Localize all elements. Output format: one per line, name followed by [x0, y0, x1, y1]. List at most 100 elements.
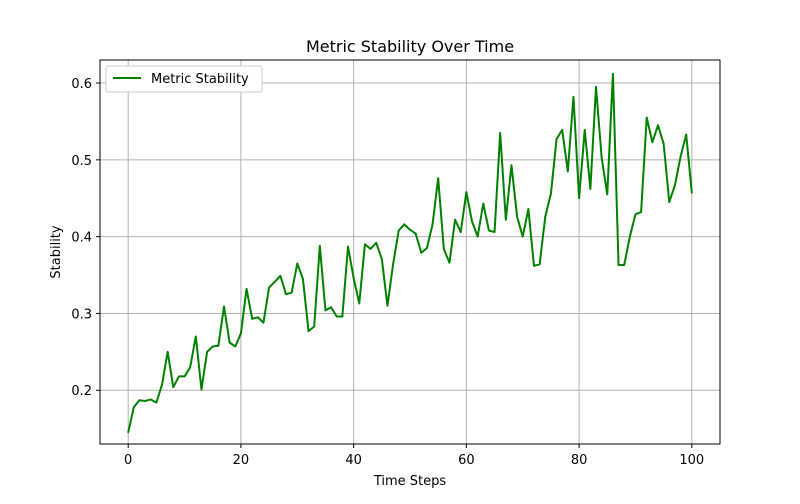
data-point [499, 132, 501, 134]
data-point [448, 261, 451, 264]
data-point [155, 401, 158, 404]
data-point [240, 332, 242, 335]
data-point [245, 288, 248, 290]
y-tick-label: 0.2 [71, 384, 92, 399]
data-point [674, 184, 676, 186]
data-point [640, 211, 642, 213]
data-point [397, 229, 400, 232]
data-point [172, 386, 175, 388]
data-point [324, 309, 327, 312]
data-point [685, 133, 687, 136]
data-point [459, 231, 462, 233]
data-point [352, 277, 355, 279]
data-point [369, 248, 372, 250]
axis-ticks: 0 20 40 60 80 100 0.2 0.3 0.4 0.5 0.6 [71, 77, 704, 468]
data-point [273, 281, 276, 283]
data-point [228, 341, 231, 344]
data-point [476, 235, 479, 238]
data-point [662, 142, 665, 145]
data-point [550, 192, 552, 195]
data-point [211, 345, 214, 348]
data-point [657, 124, 659, 127]
data-point [561, 129, 563, 131]
data-point [465, 191, 468, 193]
data-point [482, 202, 485, 205]
data-point [521, 235, 524, 238]
data-point [161, 384, 163, 386]
data-point [668, 201, 671, 203]
data-point [589, 188, 592, 190]
data-point [471, 220, 473, 223]
data-point [335, 315, 338, 318]
chart-title: Metric Stability Over Time [306, 37, 514, 56]
data-point [544, 215, 547, 218]
data-point [617, 264, 620, 266]
data-point [268, 286, 270, 289]
x-tick-label: 100 [679, 453, 704, 468]
data-point [691, 192, 693, 194]
data-point [443, 248, 445, 250]
plot-frame [99, 59, 721, 445]
data-point [505, 218, 507, 221]
data-point [375, 241, 377, 244]
data-point [262, 321, 265, 324]
y-tick-label: 0.4 [71, 231, 92, 246]
data-point [279, 275, 282, 277]
data-point [296, 262, 299, 265]
data-point [629, 235, 631, 238]
data-point [612, 73, 614, 75]
data-point [651, 141, 654, 143]
data-point [420, 251, 423, 254]
data-point [364, 243, 366, 246]
data-point [600, 156, 603, 159]
data-point [488, 229, 490, 232]
data-point [319, 245, 321, 247]
x-tick-label: 20 [233, 453, 250, 468]
y-axis-label: Stability [49, 225, 64, 279]
data-point [386, 304, 389, 307]
data-point [634, 213, 637, 216]
data-point [223, 305, 225, 308]
data-point [127, 431, 129, 434]
data-point [533, 265, 535, 267]
y-tick-label: 0.6 [71, 77, 92, 92]
y-tick-label: 0.5 [71, 154, 92, 169]
data-point [133, 406, 135, 408]
data-point [493, 231, 496, 233]
data-point [516, 215, 518, 218]
data-point [313, 325, 315, 328]
data-point [178, 375, 180, 378]
data-point [183, 375, 186, 378]
legend: Metric Stability [105, 65, 263, 93]
data-point [645, 116, 648, 119]
data-point [555, 138, 558, 140]
data-point [426, 247, 428, 249]
x-tick-label: 0 [124, 453, 132, 468]
data-point [149, 398, 152, 401]
legend-box [105, 65, 263, 93]
data-point [454, 218, 456, 221]
data-point [403, 223, 406, 226]
data-point [431, 223, 434, 226]
grid-lines [100, 60, 720, 444]
data-point [290, 291, 293, 294]
series-layer [127, 72, 693, 434]
data-point [144, 400, 146, 402]
data-point [341, 315, 344, 318]
data-point [414, 232, 417, 235]
data-point [381, 258, 383, 260]
data-point [347, 245, 349, 248]
data-point [606, 193, 609, 196]
data-point [437, 177, 439, 180]
data-point [392, 263, 394, 266]
data-point [527, 208, 530, 210]
y-tick-label: 0.3 [71, 307, 92, 322]
x-tick-label: 40 [345, 453, 362, 468]
data-point [206, 351, 208, 353]
data-point [217, 344, 220, 347]
data-point [330, 306, 332, 309]
data-point [257, 316, 259, 319]
data-point [138, 399, 141, 402]
